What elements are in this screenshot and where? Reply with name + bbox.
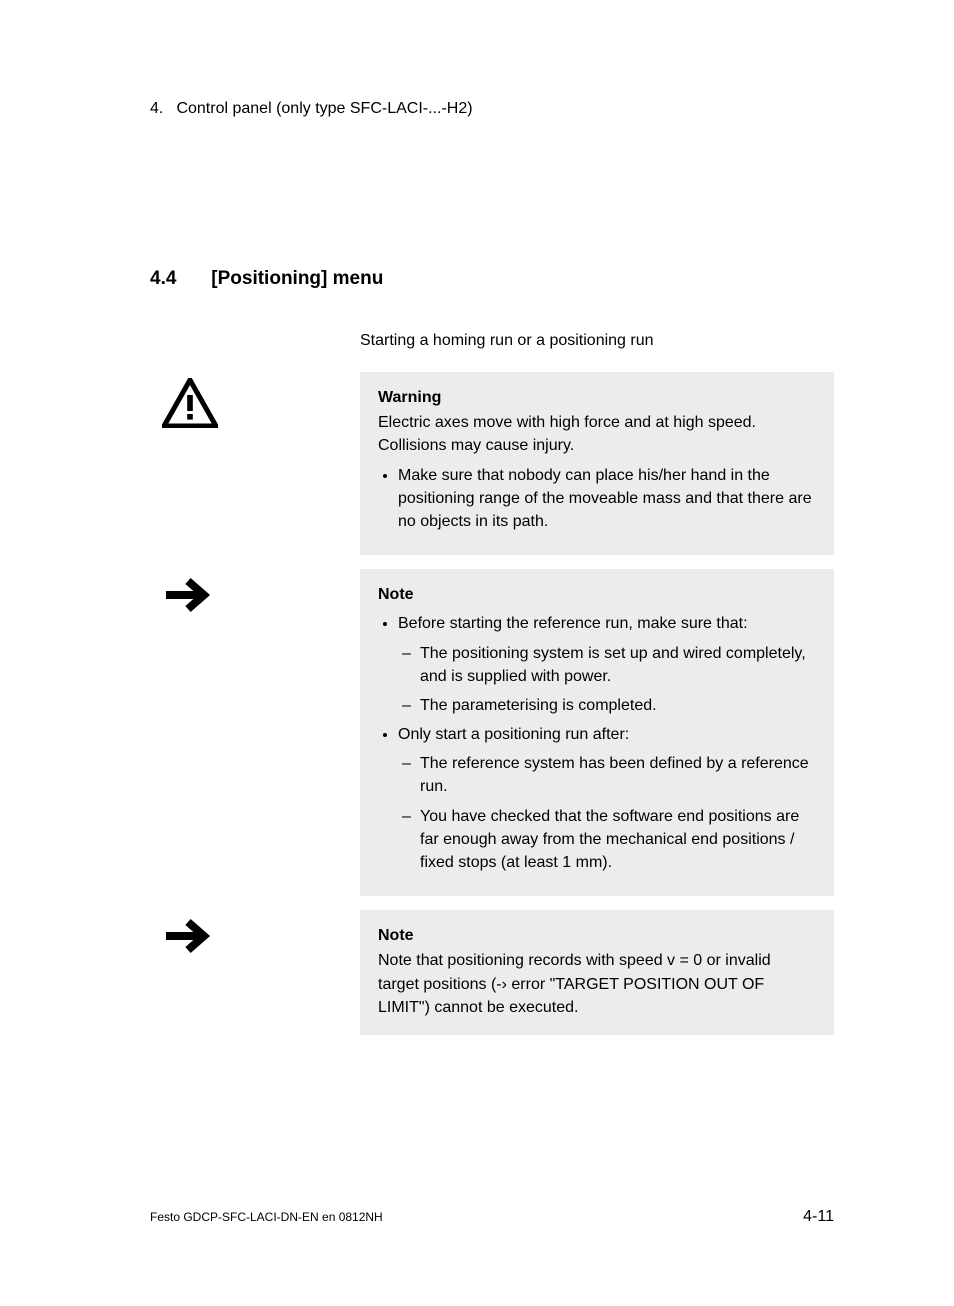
warning-callout: Warning Electric axes move with high for… — [150, 372, 834, 555]
note2-icon-cell — [150, 910, 360, 961]
note1-group-list: Before starting the reference run, make … — [378, 612, 816, 874]
note1-box: Note Before starting the reference run, … — [360, 569, 834, 896]
warning-box: Warning Electric axes move with high for… — [360, 372, 834, 555]
note1-group-lead: Only start a positioning run after: — [398, 726, 629, 743]
document-page: 4. Control panel (only type SFC-LACI-...… — [0, 0, 954, 1306]
section-heading: 4.4 [Positioning] menu — [150, 268, 834, 290]
note1-group-items: The reference system has been defined by… — [398, 752, 816, 874]
warning-icon-cell — [150, 372, 360, 433]
warning-icon — [162, 378, 360, 433]
note1-group-item: The positioning system is set up and wir… — [420, 642, 816, 688]
warning-body: Electric axes move with high force and a… — [378, 411, 816, 457]
note1-group: Only start a positioning run after: The … — [398, 723, 816, 874]
arrow-right-icon — [162, 575, 360, 620]
footer-page-number: 4-11 — [803, 1208, 834, 1226]
chapter-title: Control panel (only type SFC-LACI-...-H2… — [176, 100, 472, 117]
note1-group-item: The reference system has been defined by… — [420, 752, 816, 798]
arrow-right-icon — [162, 916, 360, 961]
note2-title: Note — [378, 924, 816, 947]
note1-group-item: You have checked that the software end p… — [420, 805, 816, 875]
section-number: 4.4 — [150, 268, 206, 290]
footer-doc-id: Festo GDCP-SFC-LACI-DN-EN en 0812NH — [150, 1210, 383, 1224]
note1-group-items: The positioning system is set up and wir… — [398, 642, 816, 718]
chapter-header: 4. Control panel (only type SFC-LACI-...… — [150, 100, 834, 118]
note1-title: Note — [378, 583, 816, 606]
note1-group: Before starting the reference run, make … — [398, 612, 816, 717]
note1-callout: Note Before starting the reference run, … — [150, 569, 834, 896]
warning-title: Warning — [378, 386, 816, 409]
section-title: [Positioning] menu — [211, 268, 383, 289]
note2-body: Note that positioning records with speed… — [378, 949, 816, 1019]
note2-callout: Note Note that positioning records with … — [150, 910, 834, 1035]
chapter-number: 4. — [150, 100, 172, 118]
note1-group-item: The parameterising is completed. — [420, 694, 816, 717]
note2-box: Note Note that positioning records with … — [360, 910, 834, 1035]
note1-icon-cell — [150, 569, 360, 620]
warning-bullet: Make sure that nobody can place his/her … — [398, 464, 816, 534]
page-footer: Festo GDCP-SFC-LACI-DN-EN en 0812NH 4-11 — [150, 1208, 834, 1226]
note1-group-lead: Before starting the reference run, make … — [398, 615, 748, 632]
warning-bullet-list: Make sure that nobody can place his/her … — [378, 464, 816, 534]
section-intro: Starting a homing run or a positioning r… — [360, 332, 834, 350]
